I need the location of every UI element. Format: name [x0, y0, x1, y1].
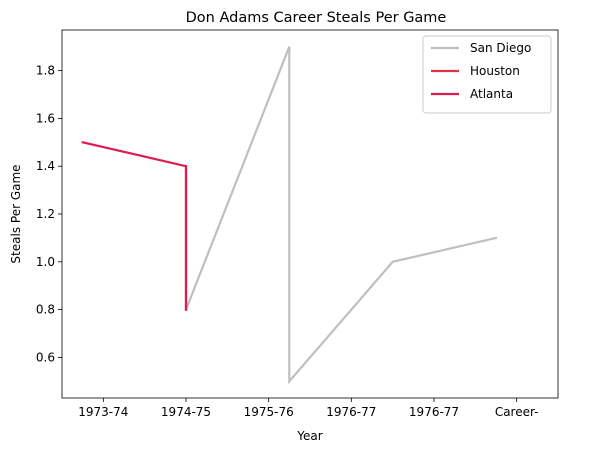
legend-label-san-diego: San Diego	[470, 41, 531, 55]
y-tick-label: 0.8	[36, 303, 55, 317]
y-tick-label: 1.6	[36, 111, 55, 125]
y-tick-label: 1.2	[36, 207, 55, 221]
legend-label-houston: Houston	[470, 64, 520, 78]
x-axis-label: Year	[296, 429, 322, 443]
x-tick-label: 1974-75	[161, 405, 211, 419]
x-tick-label: 1976-77	[326, 405, 376, 419]
x-tick-label: 1973-74	[78, 405, 128, 419]
y-tick-label: 0.6	[36, 350, 55, 364]
series-line-san-diego	[184, 46, 498, 385]
y-tick-label: 1.8	[36, 64, 55, 78]
plot-area: 1973-74 1974-75 1975-76 1976-77 1976-77 Caree…	[36, 29, 559, 419]
x-tick-label: Career-	[495, 405, 539, 419]
legend: San Diego Houston Atlanta	[422, 35, 552, 114]
legend-label-atlanta: Atlanta	[470, 87, 513, 101]
x-tick-label: 1975-76	[244, 405, 294, 419]
x-tick-label: 1976-77	[409, 405, 459, 419]
y-axis-label: Steals Per Game	[9, 164, 23, 263]
series-line-atlanta	[81, 140, 188, 311]
y-tick-label: 1.4	[36, 159, 55, 173]
y-tick-label: 1.0	[36, 255, 55, 269]
chart-title: Don Adams Career Steals Per Game	[186, 10, 447, 26]
